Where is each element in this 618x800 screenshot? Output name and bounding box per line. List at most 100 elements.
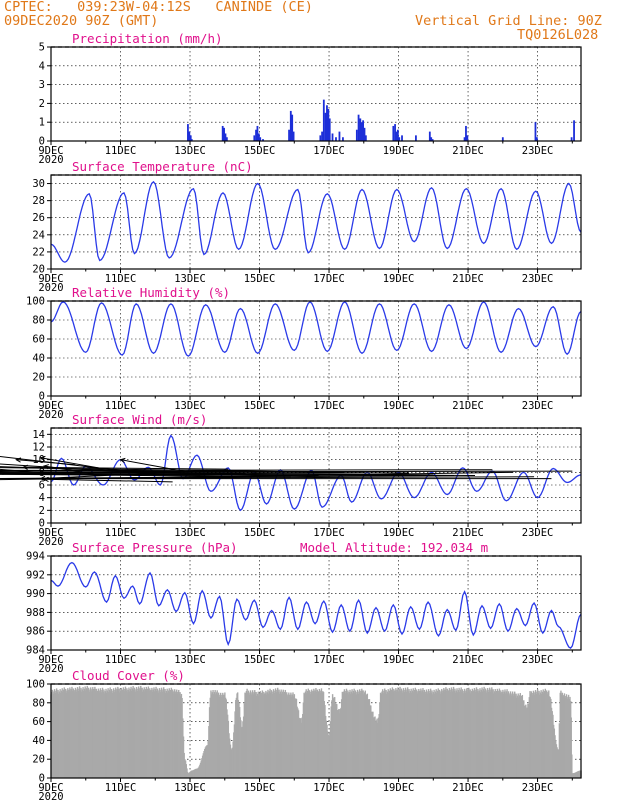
rh-xtick-label: 15DEC [244,400,276,412]
temp-ytick-label: 26 [32,212,45,224]
cloud-xtick-label: 15DEC [244,782,276,794]
precip-ytick-label: 5 [39,42,45,54]
pres-xtick-label: 11DEC [105,654,137,666]
precip-bar [319,135,322,141]
cloud-bar [195,768,198,778]
wind-ytick-label: 0 [39,518,45,530]
cloud-ytick-label: 100 [26,679,45,691]
wind-ytick-label: 14 [32,429,45,441]
model-code: TQ0126L028 [517,27,599,43]
rh-xtick-label: 19DEC [383,400,415,412]
rh-panel: 0 20 40 60 80 100 9DEC 11DEC 13DEC 15DEC 17DEC 19DE… [26,285,582,421]
rh-line [50,301,582,357]
temp-title: Surface Temperature (nC) [72,159,253,174]
cloud-panel: 0 20 40 60 80 100 9DEC 11DEC 13DEC 15DEC 17DEC 19DE… [26,668,582,800]
cloud-xtick-label: 21DEC [452,782,484,794]
cloud-xtick-label: 9DEC [38,782,63,794]
temp-year-label: 2020 [38,282,63,294]
temp-line [50,180,582,263]
precip-bar [223,127,225,141]
precip-bar [327,109,330,141]
wind-xtick-label: 23DEC [522,527,554,539]
precip-ytick-label: 4 [39,60,45,72]
cloud-bar [558,723,561,778]
precip-xtick-label: 21DEC [452,145,484,157]
temp-panel: 20 22 24 26 28 30 9DEC 11DEC 13DEC 15DEC 17DEC 19DE… [32,159,582,294]
temp-xtick-label: 9DEC [38,273,63,285]
precip-bar [465,125,467,141]
precip-bar [415,135,417,141]
precip-year-label: 2020 [38,154,63,166]
rh-ytick-label: 100 [26,296,45,308]
precip-bar [259,137,262,141]
pres-xtick-label: 17DEC [313,654,345,666]
precip-bar [466,135,469,141]
precip-bar [394,124,396,141]
rh-xtick-label: 13DEC [174,400,206,412]
precip-panel: 0 1 2 3 4 5 9DEC 11DEC 13DEC 15DEC 17DEC 19DEC 21DEC… [38,31,582,166]
temp-ytick-label: 28 [32,195,45,207]
wind-xtick-label: 11DEC [105,527,137,539]
precip-bar [335,137,337,141]
wind-ytick-label: 2 [39,505,45,517]
rh-title: Relative Humidity (%) [72,285,230,300]
pres-ytick-label: 988 [26,607,45,619]
temp-ytick-label: 20 [32,264,45,276]
wind-ytick-label: 10 [32,454,45,466]
precip-bar [257,133,260,141]
temp-ytick-label: 30 [32,178,45,190]
pres-year-label: 2020 [38,663,63,675]
precip-bar [321,131,323,141]
temp-xtick-label: 17DEC [313,273,345,285]
precip-bar [188,131,191,141]
cloud-ytick-label: 80 [32,697,45,709]
pres-ytick-label: 992 [26,569,45,581]
wind-frame [50,427,582,524]
precip-bar [428,131,431,141]
wind-vector-9 [23,466,229,470]
precip-bar [289,110,292,141]
cloud-bar [191,770,193,778]
precip-bar [324,112,327,141]
temp-xtick-label: 23DEC [522,273,554,285]
temp-xtick-label: 19DEC [383,273,415,285]
wind-vector-head-7 [119,457,126,464]
cloud-year-label: 2020 [38,791,63,800]
precip-bar [398,137,401,141]
precip-bar [364,135,367,141]
wind-title: Surface Wind (m/s) [72,412,207,427]
rh-ytick-label: 60 [32,334,45,346]
cloud-xtick-label: 19DEC [383,782,415,794]
pres-ytick-label: 990 [26,588,45,600]
precip-bar [573,120,575,141]
precip-frame [50,46,582,142]
init-time: 09DEC2020 90Z (GMT) [4,13,159,29]
station-header: CPTEC: 039:23W-04:12S CANINDE (CE) [4,0,313,15]
precip-bar [395,131,398,141]
rh-xtick-label: 17DEC [313,400,345,412]
wind-ytick-label: 6 [39,480,45,492]
precip-bar [355,129,358,141]
precip-bar [534,122,537,141]
precip-bar [328,118,331,141]
precip-bar [359,118,362,141]
cloud-frame [50,683,582,779]
rh-xtick-label: 23DEC [522,400,554,412]
precip-bar [363,127,366,141]
rh-frame [50,300,582,397]
wind-xtick-label: 15DEC [244,527,276,539]
wind-ytick-label: 4 [39,492,45,504]
precip-bar [570,137,573,141]
grid-line-note: Vertical Grid Line: 90Z [415,13,602,29]
pres-xtick-label: 9DEC [38,654,63,666]
cloud-xtick-label: 23DEC [522,782,554,794]
precip-xtick-label: 17DEC [313,145,345,157]
precip-bar [331,133,334,141]
wind-vector-head-3 [39,455,46,462]
wind-vector-20 [0,472,476,476]
cloud-ytick-label: 0 [39,773,45,785]
precip-bar [338,131,341,141]
precip-xtick-label: 11DEC [105,145,137,157]
precip-ytick-label: 1 [39,117,45,129]
